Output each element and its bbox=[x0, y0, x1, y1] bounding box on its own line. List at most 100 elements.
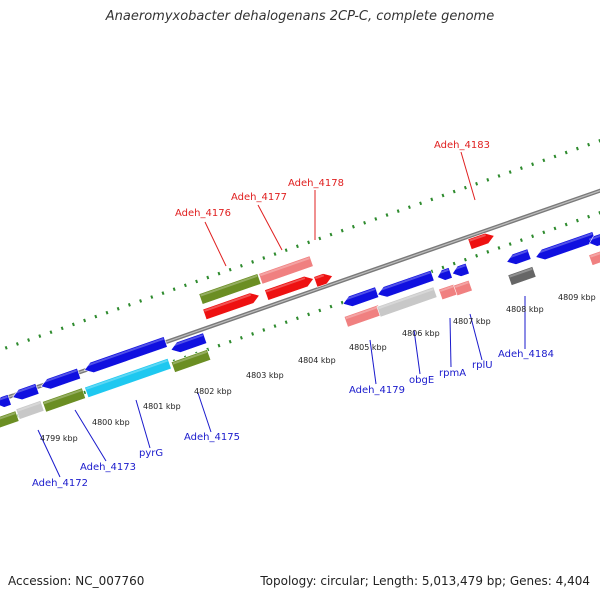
gene-feature-gloss bbox=[451, 264, 466, 271]
gene-feature-gloss bbox=[260, 257, 310, 277]
outer-tick bbox=[116, 306, 120, 311]
accession-text: Accession: NC_007760 bbox=[8, 574, 145, 588]
outer-tick bbox=[127, 303, 131, 307]
inner-tick bbox=[564, 222, 568, 227]
outer-tick bbox=[206, 275, 210, 280]
gene-feature-gloss bbox=[170, 334, 204, 348]
gene-feature-gloss bbox=[377, 271, 431, 292]
outer-tick bbox=[295, 244, 299, 249]
topology-text: Topology: circular; Length: 5,013,479 bp… bbox=[260, 574, 590, 588]
gene-features bbox=[0, 231, 600, 429]
outer-tick bbox=[407, 205, 411, 210]
gene-label: rplU bbox=[472, 360, 493, 371]
kbp-tick-label: 4799 kbp bbox=[40, 434, 78, 443]
outer-tick bbox=[27, 338, 31, 342]
kbp-tick-label: 4803 kbp bbox=[246, 371, 284, 380]
gene-feature-gloss bbox=[439, 285, 454, 292]
outer-tick-ring bbox=[4, 139, 600, 350]
outer-tick bbox=[284, 248, 288, 253]
leader-line bbox=[74, 409, 107, 462]
gene-feature-blue bbox=[377, 269, 435, 298]
inner-tick bbox=[497, 246, 501, 250]
gene-feature-gray bbox=[15, 400, 45, 420]
leader-line bbox=[449, 317, 452, 368]
gene-feature-blue bbox=[436, 267, 453, 281]
inner-tick bbox=[251, 332, 255, 336]
gene-feature-blue bbox=[0, 394, 12, 408]
inner-tick bbox=[531, 234, 535, 239]
gene-feature-darkgray bbox=[507, 266, 537, 286]
inner-tick bbox=[228, 339, 232, 344]
outer-tick bbox=[251, 260, 255, 264]
kbp-tick-labels: 4799 kbp 4800 kbp 4801 kbp 4802 kbp 4803 kbp… bbox=[40, 293, 596, 443]
outer-tick bbox=[463, 185, 467, 190]
gene-feature-blue bbox=[170, 332, 208, 353]
gene-feature-red bbox=[264, 275, 315, 301]
gene-label: Adeh_4172 bbox=[32, 478, 88, 489]
gene-label: Adeh_4175 bbox=[184, 432, 240, 443]
outer-tick bbox=[4, 345, 8, 350]
outer-tick bbox=[452, 189, 456, 194]
gene-feature-gloss bbox=[535, 232, 593, 255]
kbp-tick-label: 4805 kbp bbox=[349, 343, 387, 352]
inner-tick bbox=[452, 261, 456, 266]
outer-tick bbox=[83, 318, 87, 323]
kbp-tick-label: 4807 kbp bbox=[453, 317, 491, 326]
outer-tick bbox=[183, 283, 187, 288]
outer-tick bbox=[38, 334, 42, 338]
outer-tick bbox=[273, 252, 277, 256]
outer-tick bbox=[60, 326, 64, 331]
inner-tick bbox=[307, 312, 311, 317]
gene-feature-gloss bbox=[436, 268, 449, 275]
kbp-tick-label: 4809 kbp bbox=[558, 293, 596, 302]
gene-feature-gloss bbox=[342, 288, 376, 302]
gene-feature-gloss bbox=[0, 412, 16, 420]
outer-tick bbox=[94, 314, 98, 319]
gene-label: rpmA bbox=[439, 368, 466, 379]
outer-tick bbox=[508, 170, 512, 174]
outer-tick bbox=[519, 166, 523, 170]
inner-tick bbox=[542, 230, 546, 235]
gene-label: Adeh_4184 bbox=[498, 349, 554, 360]
gene-feature-olive bbox=[42, 387, 86, 413]
inner-tick bbox=[587, 214, 591, 219]
gene-feature-pink bbox=[588, 250, 600, 266]
kbp-tick-label: 4808 kbp bbox=[506, 305, 544, 314]
gene-feature-blue bbox=[83, 336, 168, 374]
gene-feature-blue bbox=[506, 248, 532, 265]
gene-feature-gloss bbox=[85, 359, 168, 390]
gene-feature-red bbox=[202, 292, 260, 321]
leader-line bbox=[460, 151, 476, 201]
gene-feature-gloss bbox=[265, 277, 306, 293]
inner-tick bbox=[340, 300, 344, 305]
inner-tick bbox=[284, 320, 288, 325]
outer-tick bbox=[486, 178, 490, 182]
inner-tick bbox=[262, 328, 266, 332]
inner-tick bbox=[475, 253, 479, 258]
gene-feature-olive bbox=[170, 349, 212, 373]
inner-tick bbox=[575, 218, 579, 223]
gene-feature-gloss bbox=[345, 306, 379, 320]
gene-feature-olive bbox=[198, 273, 262, 305]
inner-tick bbox=[519, 238, 523, 242]
inner-tick bbox=[83, 390, 87, 395]
inner-tick bbox=[273, 324, 277, 328]
outer-tick bbox=[531, 162, 535, 167]
leader-line bbox=[37, 429, 61, 478]
leader-line bbox=[257, 204, 283, 251]
outer-tick bbox=[497, 174, 501, 178]
outer-tick bbox=[575, 146, 579, 151]
outer-tick bbox=[307, 240, 311, 245]
leader-line bbox=[204, 221, 227, 267]
outer-tick bbox=[139, 299, 143, 303]
outer-tick bbox=[71, 322, 75, 327]
outer-tick bbox=[161, 291, 165, 295]
gene-feature-gloss bbox=[204, 293, 251, 312]
outer-tick bbox=[475, 181, 479, 186]
inner-tick bbox=[430, 269, 434, 274]
kbp-tick-label: 4806 kbp bbox=[402, 329, 440, 338]
gene-label: Adeh_4177 bbox=[231, 192, 287, 203]
gene-feature-pink bbox=[453, 279, 473, 297]
outer-tick bbox=[340, 228, 344, 233]
inner-tick bbox=[329, 304, 333, 309]
